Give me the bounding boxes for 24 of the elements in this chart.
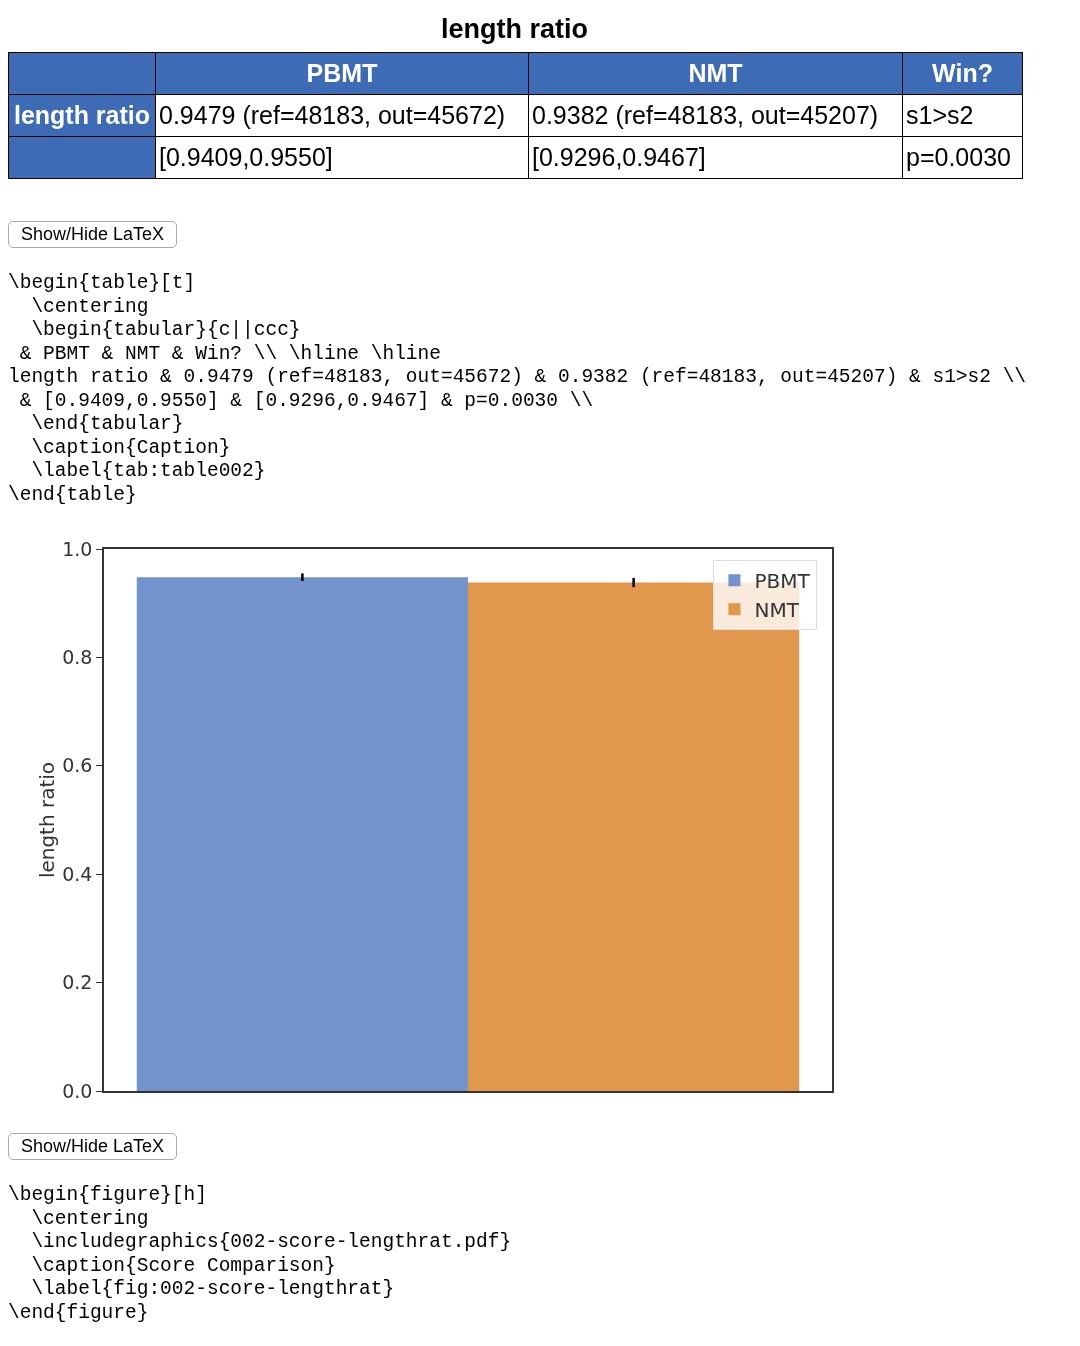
text: s1>s2 [902, 94, 1023, 137]
legend-label: NMT [754, 598, 800, 623]
y-tick-label: 0.2 [62, 971, 93, 994]
text: PBMT [306, 59, 378, 87]
text: Win? [902, 52, 1023, 95]
text: length ratio [8, 94, 156, 137]
y-tick-label: 0.8 [62, 646, 93, 669]
text: \begin{figure}[h] \centering \includegraphics{002-score-lengthrat.pdf} \caption{Score Comparison} \label{fig:002-score-lengthrat} \end{figure} [8, 1184, 512, 1325]
chart-title: length ratio [440, 14, 589, 45]
text: \begin{table}[t] \centering \begin{tabular}{c||ccc} & PBMT & NMT & Win? \\ \hline \hline length ratio & 0.9479 (ref=48183, out=45672) & 0.9382 (ref=48183, out=45207) & s1>s2 \\ & [0.9409,0.9550] & [0.9296,0.9467] & p=0.0030 \\ \end{tabular} \caption{Caption} \label{tab:table002} \end{table} [8, 272, 1027, 506]
y-tick-label: 0.6 [62, 754, 93, 777]
text: Show/Hide LaTeX [8, 1133, 178, 1160]
text: 0.9382 (ref=48183, out=45207) [528, 94, 903, 137]
legend-label: PBMT [754, 569, 811, 594]
y-tick-label: 0.4 [62, 862, 93, 885]
text: p=0.0030 [902, 136, 1023, 179]
y-axis-title: length ratio [34, 761, 59, 879]
text: 0.9479 (ref=48183, out=45672) [155, 94, 529, 137]
y-tick-label: 0.0 [62, 1079, 93, 1102]
text: Show/Hide LaTeX [8, 221, 178, 248]
y-tick-label: 1.0 [62, 537, 93, 560]
text: [0.9409,0.9550] [155, 136, 529, 179]
text: NMT [688, 59, 743, 87]
text: [0.9296,0.9467] [528, 136, 903, 179]
